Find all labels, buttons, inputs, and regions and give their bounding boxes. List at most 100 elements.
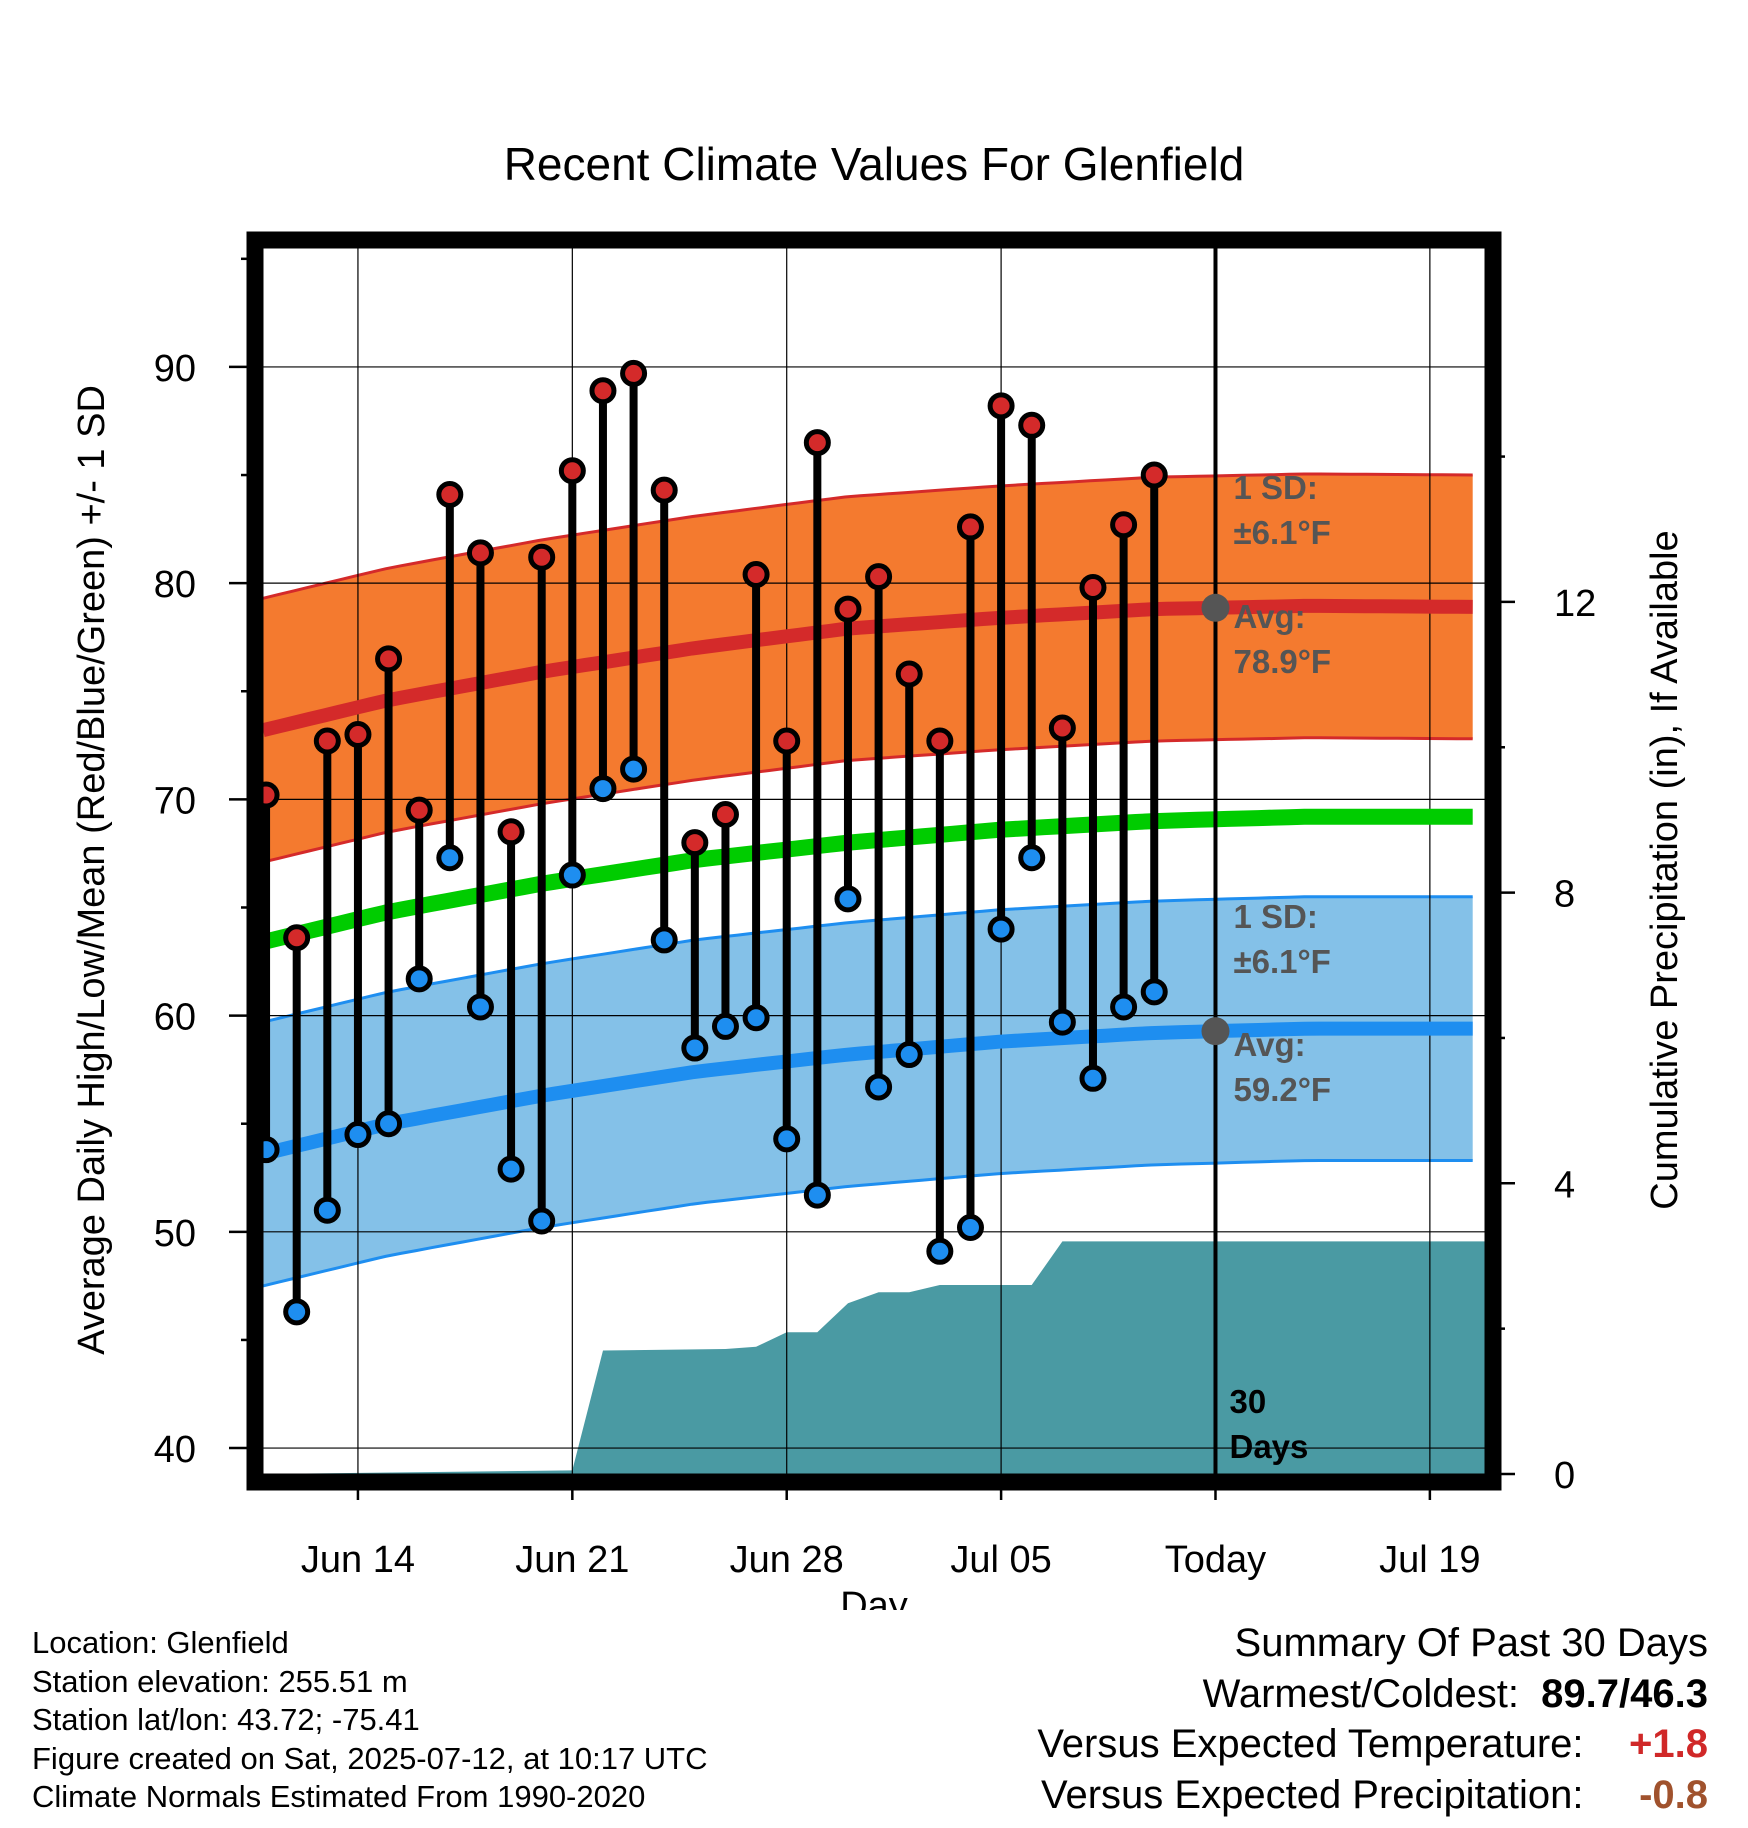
daily-low-point	[1110, 993, 1138, 1021]
daily-high-point	[436, 480, 464, 508]
daily-high-point	[742, 561, 770, 589]
high-avg-label: Avg:	[1233, 598, 1305, 635]
temp-departure-row: Versus Expected Temperature: +1.8	[1037, 1719, 1708, 1770]
x-tick-label: Jun 28	[730, 1539, 844, 1581]
precip-departure-row: Versus Expected Precipitation: -0.8	[1037, 1770, 1708, 1821]
y-tick-label: 90	[154, 348, 196, 390]
daily-low-point	[681, 1034, 709, 1062]
y2-tick-label: 0	[1554, 1455, 1575, 1497]
warmest-coldest-row: Warmest/Coldest: 89.7/46.3	[1037, 1669, 1708, 1720]
days-unit-label: Days	[1229, 1428, 1308, 1465]
daily-high-point	[711, 801, 739, 829]
high-avg-value: 78.9°F	[1233, 643, 1331, 680]
low-avg-label: Avg:	[1233, 1026, 1305, 1063]
high-sd-upper-edge	[262, 472, 1473, 600]
climate-chart: Recent Climate Values For Glenfield 1 SD…	[71, 138, 1686, 1610]
daily-low-point	[466, 993, 494, 1021]
daily-high-point	[283, 924, 311, 952]
high-sd-label: 1 SD:	[1233, 469, 1317, 506]
warmest-coldest-value: 89.7/46.3	[1541, 1671, 1708, 1716]
daily-high-point	[344, 721, 372, 749]
daily-high-point	[558, 457, 586, 485]
low-sd-value: ±6.1°F	[1233, 943, 1330, 980]
daily-high-point	[956, 513, 984, 541]
daily-low-point	[803, 1181, 831, 1209]
daily-high-point	[1110, 511, 1138, 539]
daily-high-point	[803, 429, 831, 457]
y-tick-label: 50	[154, 1213, 196, 1255]
precip-departure-value: -0.8	[1639, 1772, 1708, 1817]
avg-low-line	[261, 1021, 1473, 1161]
station-info: Location: Glenfield Station elevation: 2…	[32, 1624, 708, 1817]
daily-low-point	[375, 1110, 403, 1138]
x-tick-label: Jun 14	[301, 1539, 415, 1581]
today-high-avg-marker	[1201, 593, 1230, 622]
y-tick-label: 40	[154, 1429, 196, 1471]
location-text: Location: Glenfield	[32, 1625, 289, 1660]
daily-low-point	[1140, 978, 1168, 1006]
high-sd-lower-edge	[262, 736, 1473, 864]
daily-high-point	[1079, 573, 1107, 601]
daily-low-point	[1018, 844, 1046, 872]
daily-low-point	[405, 965, 433, 993]
x-tick-label: Jul 05	[950, 1539, 1051, 1581]
daily-low-point	[528, 1207, 556, 1235]
elevation-text: Station elevation: 255.51 m	[32, 1663, 408, 1699]
daily-high-point	[1018, 411, 1046, 439]
x-tick-label: Jul 19	[1379, 1539, 1480, 1581]
daily-high-point	[926, 727, 954, 755]
y2-tick-label: 4	[1554, 1164, 1575, 1206]
daily-high-point	[681, 829, 709, 857]
today-low-avg-marker	[1201, 1017, 1230, 1046]
temp-departure-label: Versus Expected Temperature:	[1037, 1722, 1584, 1766]
daily-low-point	[926, 1237, 954, 1265]
x-tick-label: Jun 21	[515, 1539, 629, 1581]
high-sd-band	[263, 474, 1473, 863]
low-sd-lower-edge	[262, 1159, 1473, 1288]
y-axis-title: Average Daily High/Low/Mean (Red/Blue/Gr…	[71, 385, 113, 1355]
daily-high-point	[865, 563, 893, 591]
latlon-text: Station lat/lon: 43.72; -75.41	[32, 1702, 420, 1737]
daily-low-point	[895, 1041, 923, 1069]
daily-high-point	[497, 818, 525, 846]
normals-text: Climate Normals Estimated From 1990-2020	[32, 1779, 646, 1814]
daily-low-point	[711, 1012, 739, 1040]
daily-high-point	[895, 660, 923, 688]
daily-low-point	[344, 1121, 372, 1149]
daily-high-point	[375, 645, 403, 673]
daily-high-point	[466, 539, 494, 567]
daily-low-point	[987, 915, 1015, 943]
y-tick-label: 80	[154, 564, 196, 606]
daily-low-point	[558, 861, 586, 889]
low-avg-value: 59.2°F	[1233, 1071, 1331, 1108]
daily-low-point	[742, 1004, 770, 1032]
plot-frame	[246, 231, 1502, 1491]
daily-low-point	[956, 1214, 984, 1242]
daily-high-point	[589, 377, 617, 405]
daily-high-point	[834, 595, 862, 623]
daily-high-point	[405, 796, 433, 824]
y-tick-label: 60	[154, 997, 196, 1039]
low-sd-label: 1 SD:	[1233, 898, 1317, 935]
days-count-label: 30	[1229, 1383, 1266, 1420]
daily-low-point	[1048, 1008, 1076, 1036]
temp-departure-value: +1.8	[1629, 1722, 1708, 1766]
y2-tick-label: 8	[1554, 874, 1575, 916]
daily-low-point	[589, 775, 617, 803]
y-tick-label: 70	[154, 780, 196, 822]
x-axis-title: Day	[840, 1585, 908, 1610]
chart-title: Recent Climate Values For Glenfield	[504, 138, 1245, 190]
daily-high-point	[1048, 714, 1076, 742]
daily-low-point	[313, 1196, 341, 1224]
summary-panel: Summary Of Past 30 Days Warmest/Coldest:…	[1037, 1618, 1708, 1820]
warmest-coldest-label: Warmest/Coldest:	[1202, 1671, 1519, 1716]
daily-high-point	[620, 359, 648, 387]
daily-low-point	[497, 1155, 525, 1183]
precipitation-area	[263, 1241, 1485, 1474]
daily-high-point	[773, 727, 801, 755]
created-text: Figure created on Sat, 2025-07-12, at 10…	[32, 1740, 708, 1776]
daily-low-point	[620, 755, 648, 783]
daily-low-point	[283, 1298, 311, 1326]
daily-high-point	[1140, 461, 1168, 489]
daily-high-point	[650, 476, 678, 504]
